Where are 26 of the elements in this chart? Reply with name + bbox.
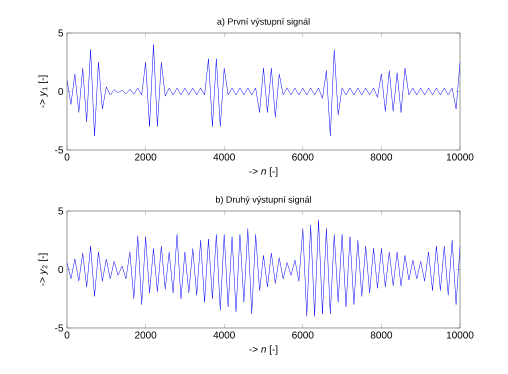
x-tick-label: 8000 — [370, 154, 392, 161]
x-tick-label: 6000 — [292, 154, 314, 161]
chart-title: b) Druhý výstupní signál — [216, 196, 311, 205]
y-tick-label: -5 — [55, 324, 64, 332]
x-tick-label: 2000 — [135, 332, 156, 339]
y-tick-label: 0 — [58, 88, 64, 96]
chart-title: a) První výstupní signál — [217, 18, 310, 27]
x-tick-label: 0 — [64, 154, 70, 161]
y-axis-title: -> y$_{1}$ [-] — [38, 76, 48, 108]
y-axis-title: -> y$_{2}$ [-] — [38, 254, 48, 286]
x-tick-label: 2000 — [135, 154, 156, 161]
x-axis-title: -> n [-] — [249, 167, 278, 177]
x-tick-label: 0 — [64, 332, 70, 339]
x-tick-label: 8000 — [370, 332, 392, 339]
y-tick-label: 5 — [58, 30, 64, 36]
x-tick-label: 10000 — [446, 332, 474, 339]
x-tick-label: 6000 — [292, 332, 314, 339]
y-tick-label: 0 — [58, 266, 64, 274]
x-tick-label: 4000 — [213, 154, 235, 161]
x-axis-title: -> n [-] — [249, 345, 278, 355]
y-tick-label: -5 — [55, 146, 64, 154]
y-tick-label: 5 — [58, 208, 64, 214]
line-series — [67, 44, 460, 136]
line-series — [67, 220, 460, 317]
x-tick-label: 10000 — [446, 154, 474, 161]
x-tick-label: 4000 — [213, 332, 235, 339]
